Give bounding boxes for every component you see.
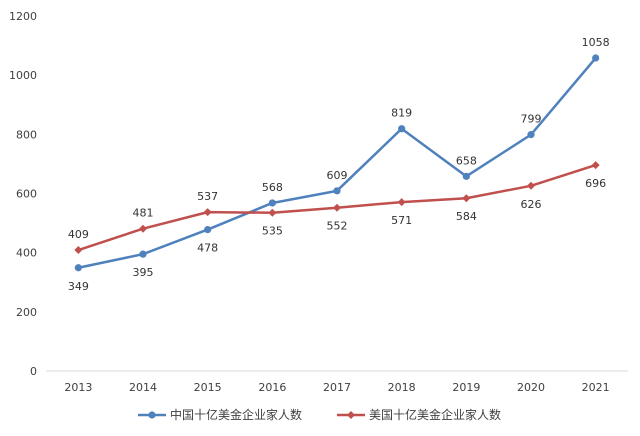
data-point bbox=[204, 225, 212, 234]
x-tick-label: 2019 bbox=[452, 381, 480, 394]
legend-marker bbox=[148, 411, 156, 419]
data-point bbox=[333, 187, 341, 195]
data-point bbox=[398, 125, 406, 133]
data-label: 535 bbox=[262, 225, 283, 238]
y-tick-label: 600 bbox=[16, 188, 37, 201]
y-tick-label: 0 bbox=[30, 365, 37, 378]
chart-axes: 0 200 400 600 800 1000 1200 2013 2014 2015 2016 201… bbox=[9, 10, 628, 394]
data-point bbox=[397, 198, 406, 207]
x-tick-label: 2016 bbox=[258, 381, 286, 394]
data-label: 799 bbox=[521, 113, 542, 126]
series-line-0 bbox=[78, 57, 597, 269]
data-label: 819 bbox=[391, 107, 412, 120]
data-label: 349 bbox=[68, 280, 89, 293]
data-point bbox=[591, 161, 600, 170]
data-label: 626 bbox=[521, 198, 542, 211]
data-point bbox=[268, 199, 276, 207]
data-label: 537 bbox=[197, 190, 218, 203]
y-tick-label: 1200 bbox=[9, 10, 37, 23]
data-label: 481 bbox=[133, 207, 154, 220]
data-point bbox=[268, 208, 277, 217]
data-point bbox=[203, 208, 212, 217]
data-label: 1058 bbox=[582, 36, 610, 49]
legend-label: 中国十亿美金企业家人数 bbox=[170, 407, 302, 422]
x-tick-label: 2013 bbox=[64, 381, 92, 394]
data-label: 409 bbox=[68, 228, 89, 241]
x-tick-label: 2014 bbox=[129, 381, 157, 394]
data-label: 552 bbox=[327, 220, 348, 233]
legend-label: 美国十亿美金企业家人数 bbox=[369, 407, 501, 422]
data-label: 395 bbox=[133, 266, 154, 279]
data-label: 571 bbox=[391, 214, 412, 227]
data-point bbox=[462, 172, 470, 180]
chart-data-labels: 349 395 478 568 609 819 658 799 1058 409 481 537 535… bbox=[68, 36, 610, 293]
data-label: 609 bbox=[327, 169, 348, 182]
data-point bbox=[74, 246, 83, 255]
data-label: 584 bbox=[456, 210, 477, 223]
data-point bbox=[333, 203, 341, 212]
data-point bbox=[74, 264, 82, 272]
y-tick-label: 200 bbox=[16, 306, 37, 319]
y-tick-label: 1000 bbox=[9, 69, 37, 82]
data-point bbox=[592, 54, 600, 62]
x-tick-label: 2017 bbox=[323, 381, 351, 394]
data-point bbox=[139, 250, 147, 258]
data-point bbox=[139, 224, 147, 233]
x-tick-label: 2020 bbox=[517, 381, 545, 394]
data-label: 478 bbox=[197, 242, 218, 255]
y-tick-label: 800 bbox=[16, 128, 37, 141]
data-label: 658 bbox=[456, 154, 477, 167]
y-tick-label: 400 bbox=[16, 247, 37, 260]
data-point bbox=[462, 194, 471, 203]
data-label: 696 bbox=[585, 177, 606, 190]
x-tick-label: 2015 bbox=[194, 381, 222, 394]
chart-legend: 中国十亿美金企业家人数 美国十亿美金企业家人数 bbox=[138, 407, 501, 422]
x-tick-label: 2018 bbox=[388, 381, 416, 394]
x-tick-label: 2021 bbox=[582, 381, 610, 394]
data-point bbox=[527, 181, 535, 190]
chart-series bbox=[74, 54, 600, 272]
data-point bbox=[527, 131, 535, 139]
legend-marker bbox=[347, 411, 355, 419]
data-label: 568 bbox=[262, 181, 283, 194]
